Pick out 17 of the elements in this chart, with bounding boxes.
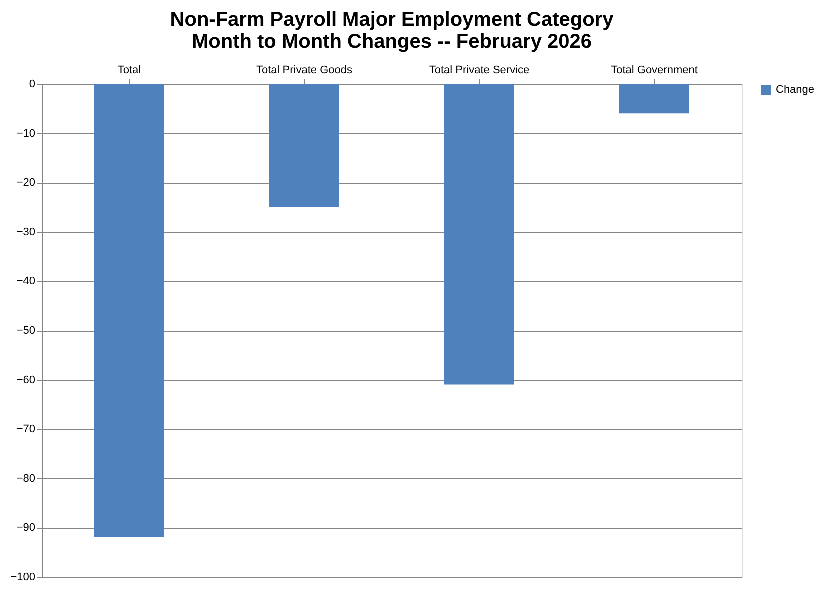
y-tick-label: −60 bbox=[16, 374, 36, 386]
y-tick-label: −100 bbox=[10, 572, 36, 584]
x-tick-label: Total Government bbox=[611, 64, 698, 76]
x-tick-label: Total Private Service bbox=[429, 64, 530, 76]
x-tick-label: Total bbox=[118, 64, 142, 76]
legend-label: Change bbox=[776, 84, 815, 96]
y-tick-label: −40 bbox=[16, 276, 36, 288]
chart-title: Non-Farm Payroll Major Employment Category Month to Month Changes -- February 2026 bbox=[170, 9, 615, 53]
y-tick-label: −20 bbox=[16, 177, 36, 190]
y-tick-label: −70 bbox=[16, 424, 36, 436]
y-tick-label: −30 bbox=[16, 226, 36, 238]
y-tick-label: −90 bbox=[16, 522, 36, 534]
y-tick-label: −10 bbox=[16, 128, 36, 140]
y-tick-label: −50 bbox=[16, 325, 36, 337]
x-tick-label: Total Private Goods bbox=[256, 64, 353, 76]
y-tick-label: 0 bbox=[29, 78, 36, 90]
y-tick-label: −80 bbox=[16, 472, 36, 485]
